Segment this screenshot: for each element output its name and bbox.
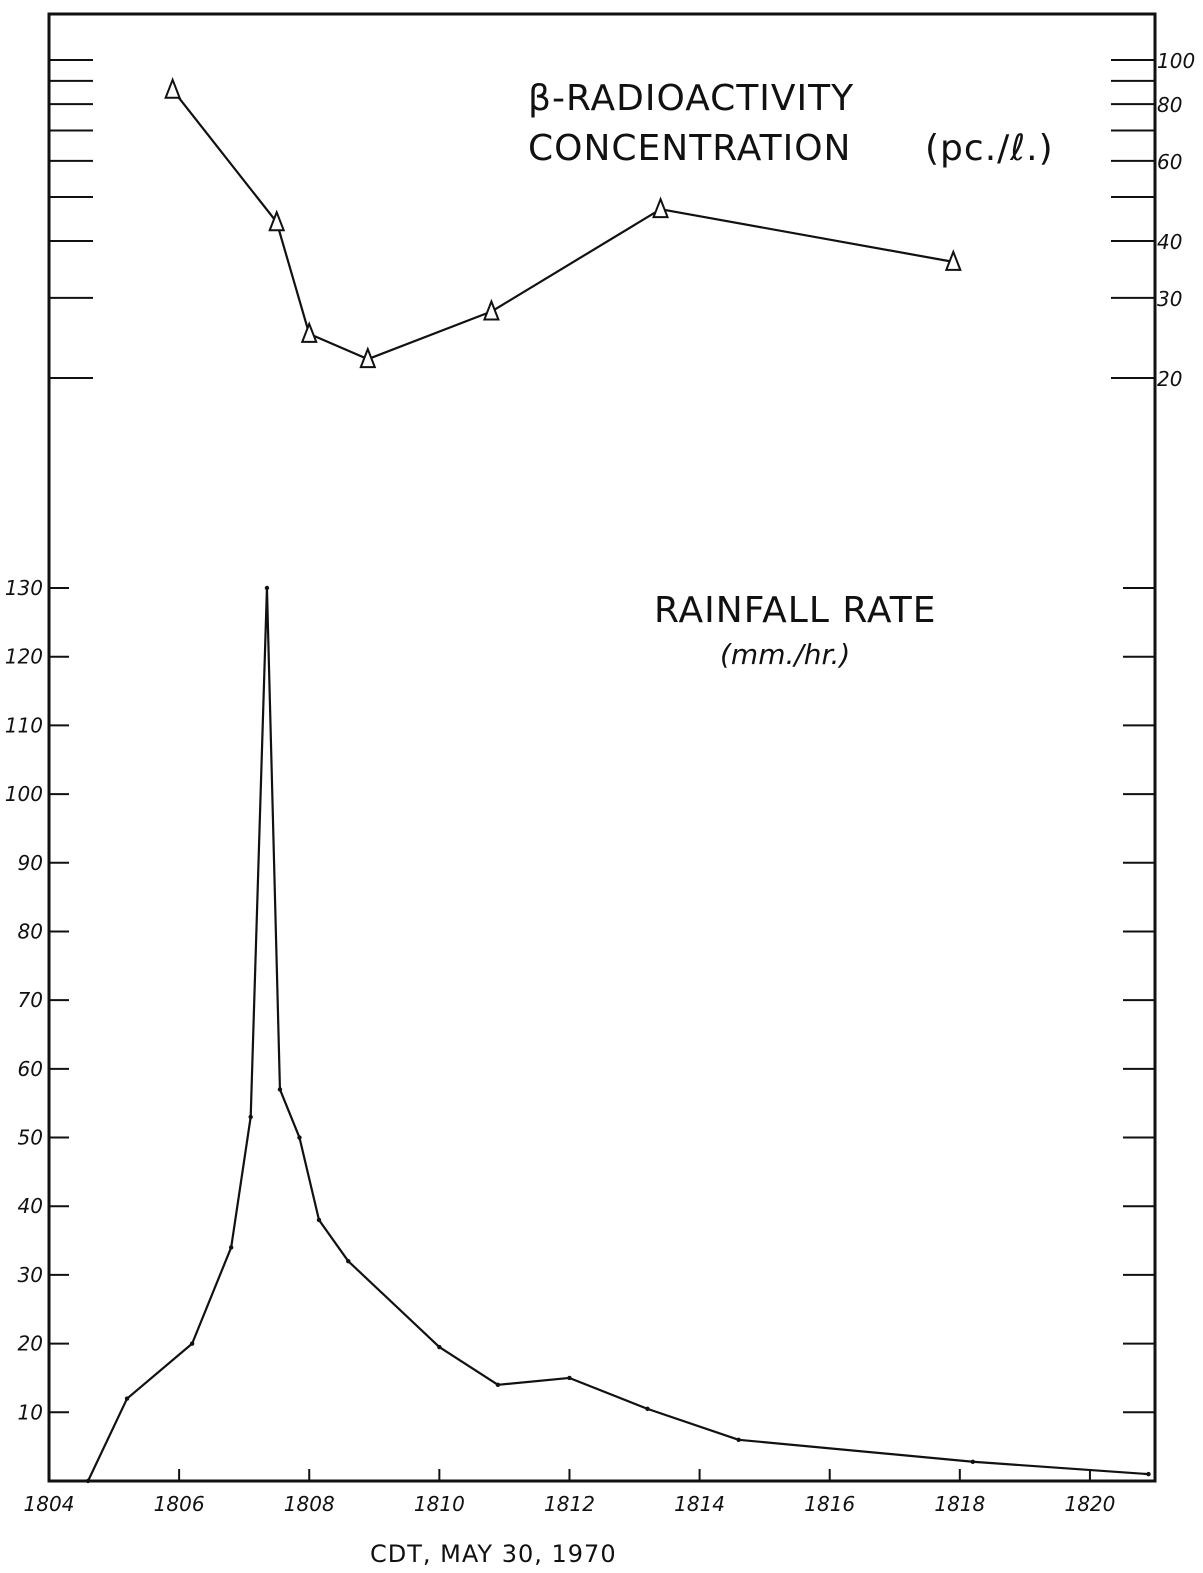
- radioactivity-y-tick-label: 60: [1157, 150, 1182, 174]
- rainfall-point: [316, 1217, 322, 1223]
- radioactivity-triangle-marker: [482, 298, 500, 321]
- rainfall-y-tick-label: 120: [5, 645, 43, 669]
- x-axis-tick-label: 1820: [1064, 1492, 1115, 1516]
- x-axis-label: CDT, MAY 30, 1970: [370, 1540, 617, 1568]
- radioactivity-y-tick-label: 20: [1157, 367, 1182, 391]
- x-axis-tick-label: 1816: [804, 1492, 855, 1516]
- rainfall-unit: (mm./hr.): [720, 638, 850, 671]
- plot-frame: [47, 12, 1157, 1483]
- x-axis-layer: 1804 1806 1808 1810 1812 1814 1816 1818 1820: [24, 1469, 1115, 1516]
- rainfall-point: [277, 1087, 283, 1092]
- radioactivity-series-layer: 100 80 60 40 30 20: [49, 49, 1195, 391]
- rainfall-line: [87, 586, 1149, 1482]
- radioactivity-triangle-marker: [268, 209, 286, 232]
- rainfall-point: [970, 1459, 976, 1464]
- rainfall-point: [124, 1396, 130, 1401]
- radioactivity-title: β-RADIOACTIVITY: [528, 78, 854, 119]
- rainfall-point: [297, 1135, 302, 1140]
- x-axis-tick-label: 1810: [414, 1492, 465, 1516]
- rainfall-y-tick-label: 60: [18, 1057, 43, 1081]
- rainfall-point: [567, 1375, 572, 1381]
- x-axis-tick-label: 1804: [24, 1492, 75, 1516]
- radioactivity-subtitle: CONCENTRATION: [528, 128, 851, 169]
- rainfall-point: [645, 1406, 650, 1412]
- rainfall-y-tick-label: 10: [18, 1400, 43, 1424]
- rainfall-point: [1146, 1471, 1151, 1477]
- radioactivity-triangle-marker: [300, 321, 318, 343]
- rainfall-y-tick-label: 50: [18, 1126, 43, 1150]
- rainfall-point: [228, 1245, 234, 1250]
- rainfall-y-tick-label: 40: [18, 1194, 43, 1218]
- rainfall-series-layer: 130 120 110 100 90 80 70 60 50 40 30 20 10: [5, 576, 1155, 1484]
- rainfall-y-tick-label: 30: [18, 1263, 43, 1287]
- radioactivity-triangle-marker: [652, 196, 670, 219]
- rainfall-y-tick-label: 90: [18, 851, 43, 875]
- rainfall-point: [264, 585, 270, 591]
- rainfall-y-tick-label: 70: [18, 988, 43, 1012]
- radioactivity-triangle-marker: [944, 249, 962, 271]
- rainfall-point: [736, 1437, 741, 1442]
- rainfall-title: RAINFALL RATE: [654, 590, 936, 631]
- rainfall-point: [189, 1341, 195, 1346]
- radioactivity-y-tick-label: 100: [1157, 49, 1195, 73]
- rainfall-point: [85, 1478, 91, 1484]
- radioactivity-y-tick-label: 40: [1157, 230, 1182, 254]
- rainfall-point: [437, 1344, 442, 1350]
- radioactivity-triangle-marker: [164, 77, 182, 99]
- x-axis-tick-label: 1812: [544, 1492, 595, 1516]
- x-axis-tick-label: 1806: [154, 1492, 205, 1516]
- rainfall-point: [248, 1114, 253, 1120]
- x-axis-tick-label: 1814: [674, 1492, 725, 1516]
- radioactivity-triangle-marker: [359, 346, 377, 369]
- x-axis-tick-label: 1808: [284, 1492, 335, 1516]
- rainfall-point: [495, 1382, 501, 1388]
- rainfall-y-tick-label: 20: [18, 1332, 43, 1356]
- rainfall-y-tick-label: 130: [5, 576, 43, 600]
- radioactivity-y-tick-label: 80: [1157, 93, 1182, 117]
- x-axis-tick-label: 1818: [934, 1492, 985, 1516]
- rainfall-y-tick-label: 80: [18, 919, 43, 943]
- rainfall-y-tick-label: 100: [5, 782, 43, 806]
- rainfall-y-tick-label: 110: [5, 713, 43, 737]
- radioactivity-y-tick-label: 30: [1157, 287, 1182, 311]
- radioactivity-unit: (pc./ℓ.): [925, 128, 1054, 169]
- rainfall-point: [346, 1258, 351, 1264]
